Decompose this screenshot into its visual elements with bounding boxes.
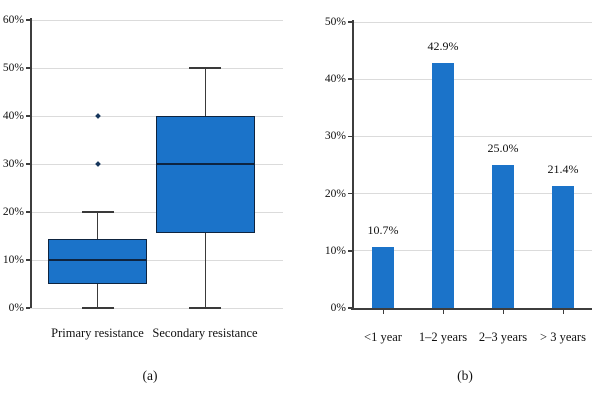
y-tick-label: 20% [2, 206, 24, 218]
bar [372, 246, 394, 308]
lower-whisker-line [204, 233, 206, 308]
gridline [352, 250, 592, 252]
outlier-point [94, 161, 101, 167]
y-tick [26, 19, 30, 21]
y-tick-label: 0% [8, 302, 24, 314]
lower-whisker-cap [189, 307, 221, 309]
y-tick [348, 21, 352, 23]
y-axis [30, 18, 32, 308]
category-label: 2–3 years [478, 330, 528, 344]
category-label: <1 year [364, 330, 402, 344]
y-tick-label: 20% [324, 187, 346, 200]
gridline [352, 135, 592, 137]
panel-b-caption: (b) [457, 368, 473, 383]
y-tick-label: 30% [324, 130, 346, 143]
y-tick [26, 259, 30, 261]
x-tick [502, 309, 504, 314]
category-label: 1–2 years [418, 330, 468, 344]
x-axis [351, 307, 592, 310]
x-tick [442, 309, 444, 314]
box [155, 116, 255, 234]
category-label: Secondary resistance [152, 326, 258, 340]
y-tick [26, 163, 30, 165]
y-axis [352, 20, 354, 308]
bar-value-label: 25.0% [487, 141, 519, 155]
gridline [30, 19, 283, 21]
bar [432, 62, 454, 308]
y-tick-label: 10% [2, 254, 24, 266]
lower-whisker-line [97, 284, 98, 308]
x-tick [562, 309, 564, 314]
y-tick [348, 192, 352, 195]
y-tick-label: 40% [2, 110, 24, 122]
y-tick-label: 50% [2, 62, 24, 74]
category-label: > 3 years [540, 330, 586, 344]
bar [552, 185, 574, 308]
upper-whisker-cap [81, 211, 114, 213]
gridline [30, 307, 283, 309]
bar-value-label: 21.4% [547, 161, 579, 176]
y-tick-label: 40% [324, 73, 346, 86]
x-tick [382, 309, 384, 314]
outlier-point [94, 113, 101, 119]
upper-whisker-cap [189, 67, 221, 69]
y-tick-label: 10% [324, 244, 346, 257]
bar-value-label: 10.7% [367, 222, 399, 237]
upper-whisker-line [204, 68, 206, 116]
panel-a-caption: (a) [142, 368, 158, 383]
y-tick-label: 30% [2, 158, 24, 170]
y-tick [26, 211, 30, 213]
upper-whisker-line [97, 212, 98, 240]
y-tick-label: 60% [2, 14, 24, 26]
y-tick [26, 307, 30, 309]
bar-value-label: 42.9% [427, 38, 459, 53]
y-tick [348, 250, 352, 252]
median-line [156, 163, 254, 165]
y-tick [348, 307, 352, 309]
gridline [30, 67, 283, 69]
y-tick-label: 50% [324, 16, 346, 28]
y-tick [26, 67, 30, 69]
bar [492, 165, 514, 308]
lower-whisker-cap [81, 307, 114, 309]
gridline [352, 193, 592, 195]
gridline [30, 259, 283, 261]
y-tick [348, 135, 352, 138]
y-tick [26, 115, 30, 117]
box [48, 239, 147, 284]
y-tick [348, 78, 352, 80]
gridline [352, 21, 592, 23]
category-label: Primary resistance [51, 326, 144, 340]
y-tick-label: 0% [330, 302, 346, 314]
median-line [49, 259, 146, 261]
gridline [352, 78, 592, 80]
